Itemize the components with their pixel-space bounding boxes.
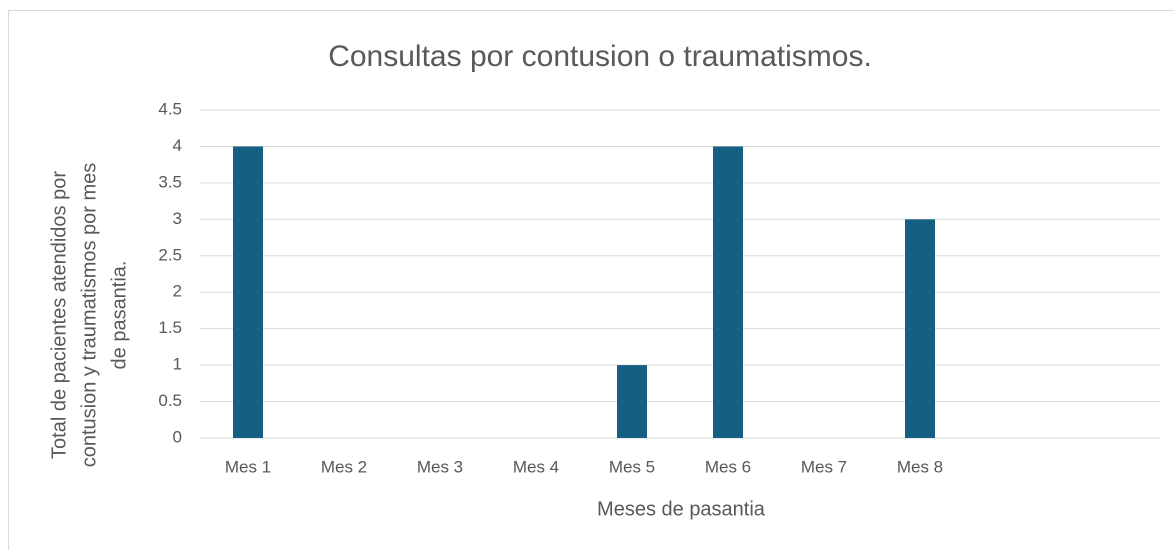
x-tick-label: Mes 8 (897, 457, 943, 476)
x-tick-label: Mes 6 (705, 457, 751, 476)
y-tick-label: 2.5 (158, 245, 182, 264)
y-tick-label: 1 (173, 355, 182, 374)
y-tick-label: 4.5 (158, 99, 182, 118)
y-tick-label: 0.5 (158, 391, 182, 410)
y-axis-label-line: Total de pacientes atendidos por (48, 171, 70, 459)
y-tick-label: 3 (173, 209, 182, 228)
bar (905, 219, 935, 438)
x-tick-label: Mes 2 (321, 457, 367, 476)
y-tick-label: 1.5 (158, 318, 182, 337)
y-axis-label: Total de pacientes atendidos por contusi… (48, 163, 130, 468)
chart-frame (8, 10, 1174, 550)
chart-title: Consultas por contusion o traumatismos. (328, 40, 872, 73)
y-axis-label-line: contusion y traumatismos por mes (78, 163, 100, 468)
x-tick-label: Mes 3 (417, 457, 463, 476)
x-tick-label: Mes 5 (609, 457, 655, 476)
x-tick-label: Mes 1 (225, 457, 271, 476)
x-tick-label: Mes 7 (801, 457, 847, 476)
y-tick-label: 2 (173, 282, 182, 301)
bar (233, 146, 263, 438)
bar (617, 365, 647, 438)
y-tick-label: 3.5 (158, 172, 182, 191)
y-axis-label-line: de pasantia. (108, 261, 130, 370)
y-tick-label: 0 (173, 427, 182, 446)
x-axis-label: Meses de pasantia (597, 498, 766, 520)
bar (713, 146, 743, 438)
y-tick-label: 4 (173, 136, 182, 155)
x-tick-label: Mes 4 (513, 457, 559, 476)
